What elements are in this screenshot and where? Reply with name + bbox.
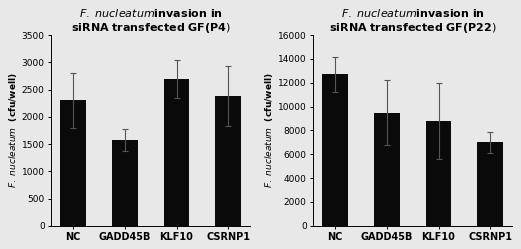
Bar xyxy=(60,101,86,226)
Y-axis label: $\it{F.\ nucleatum}$  (cfu/well): $\it{F.\ nucleatum}$ (cfu/well) xyxy=(263,72,275,188)
Bar xyxy=(164,79,190,226)
Bar xyxy=(322,74,348,226)
Bar xyxy=(374,113,400,226)
Bar xyxy=(426,121,452,226)
Bar xyxy=(215,96,241,226)
Y-axis label: $\it{F.\ nucleatum}$  (cfu/well): $\it{F.\ nucleatum}$ (cfu/well) xyxy=(7,72,19,188)
Bar xyxy=(477,142,503,226)
Bar xyxy=(112,140,138,226)
Title: $\bf{\it{F.\ nucleatum}}$$\bf{invasion\ in}$
$\bf{siRNA\ transfected\ GF(P22}$): $\bf{\it{F.\ nucleatum}}$$\bf{invasion\ … xyxy=(329,7,497,35)
Title: $\bf{\it{F.\ nucleatum}}$$\bf{invasion\ in}$
$\bf{siRNA\ transfected\ GF(P4}$): $\bf{\it{F.\ nucleatum}}$$\bf{invasion\ … xyxy=(71,7,231,35)
